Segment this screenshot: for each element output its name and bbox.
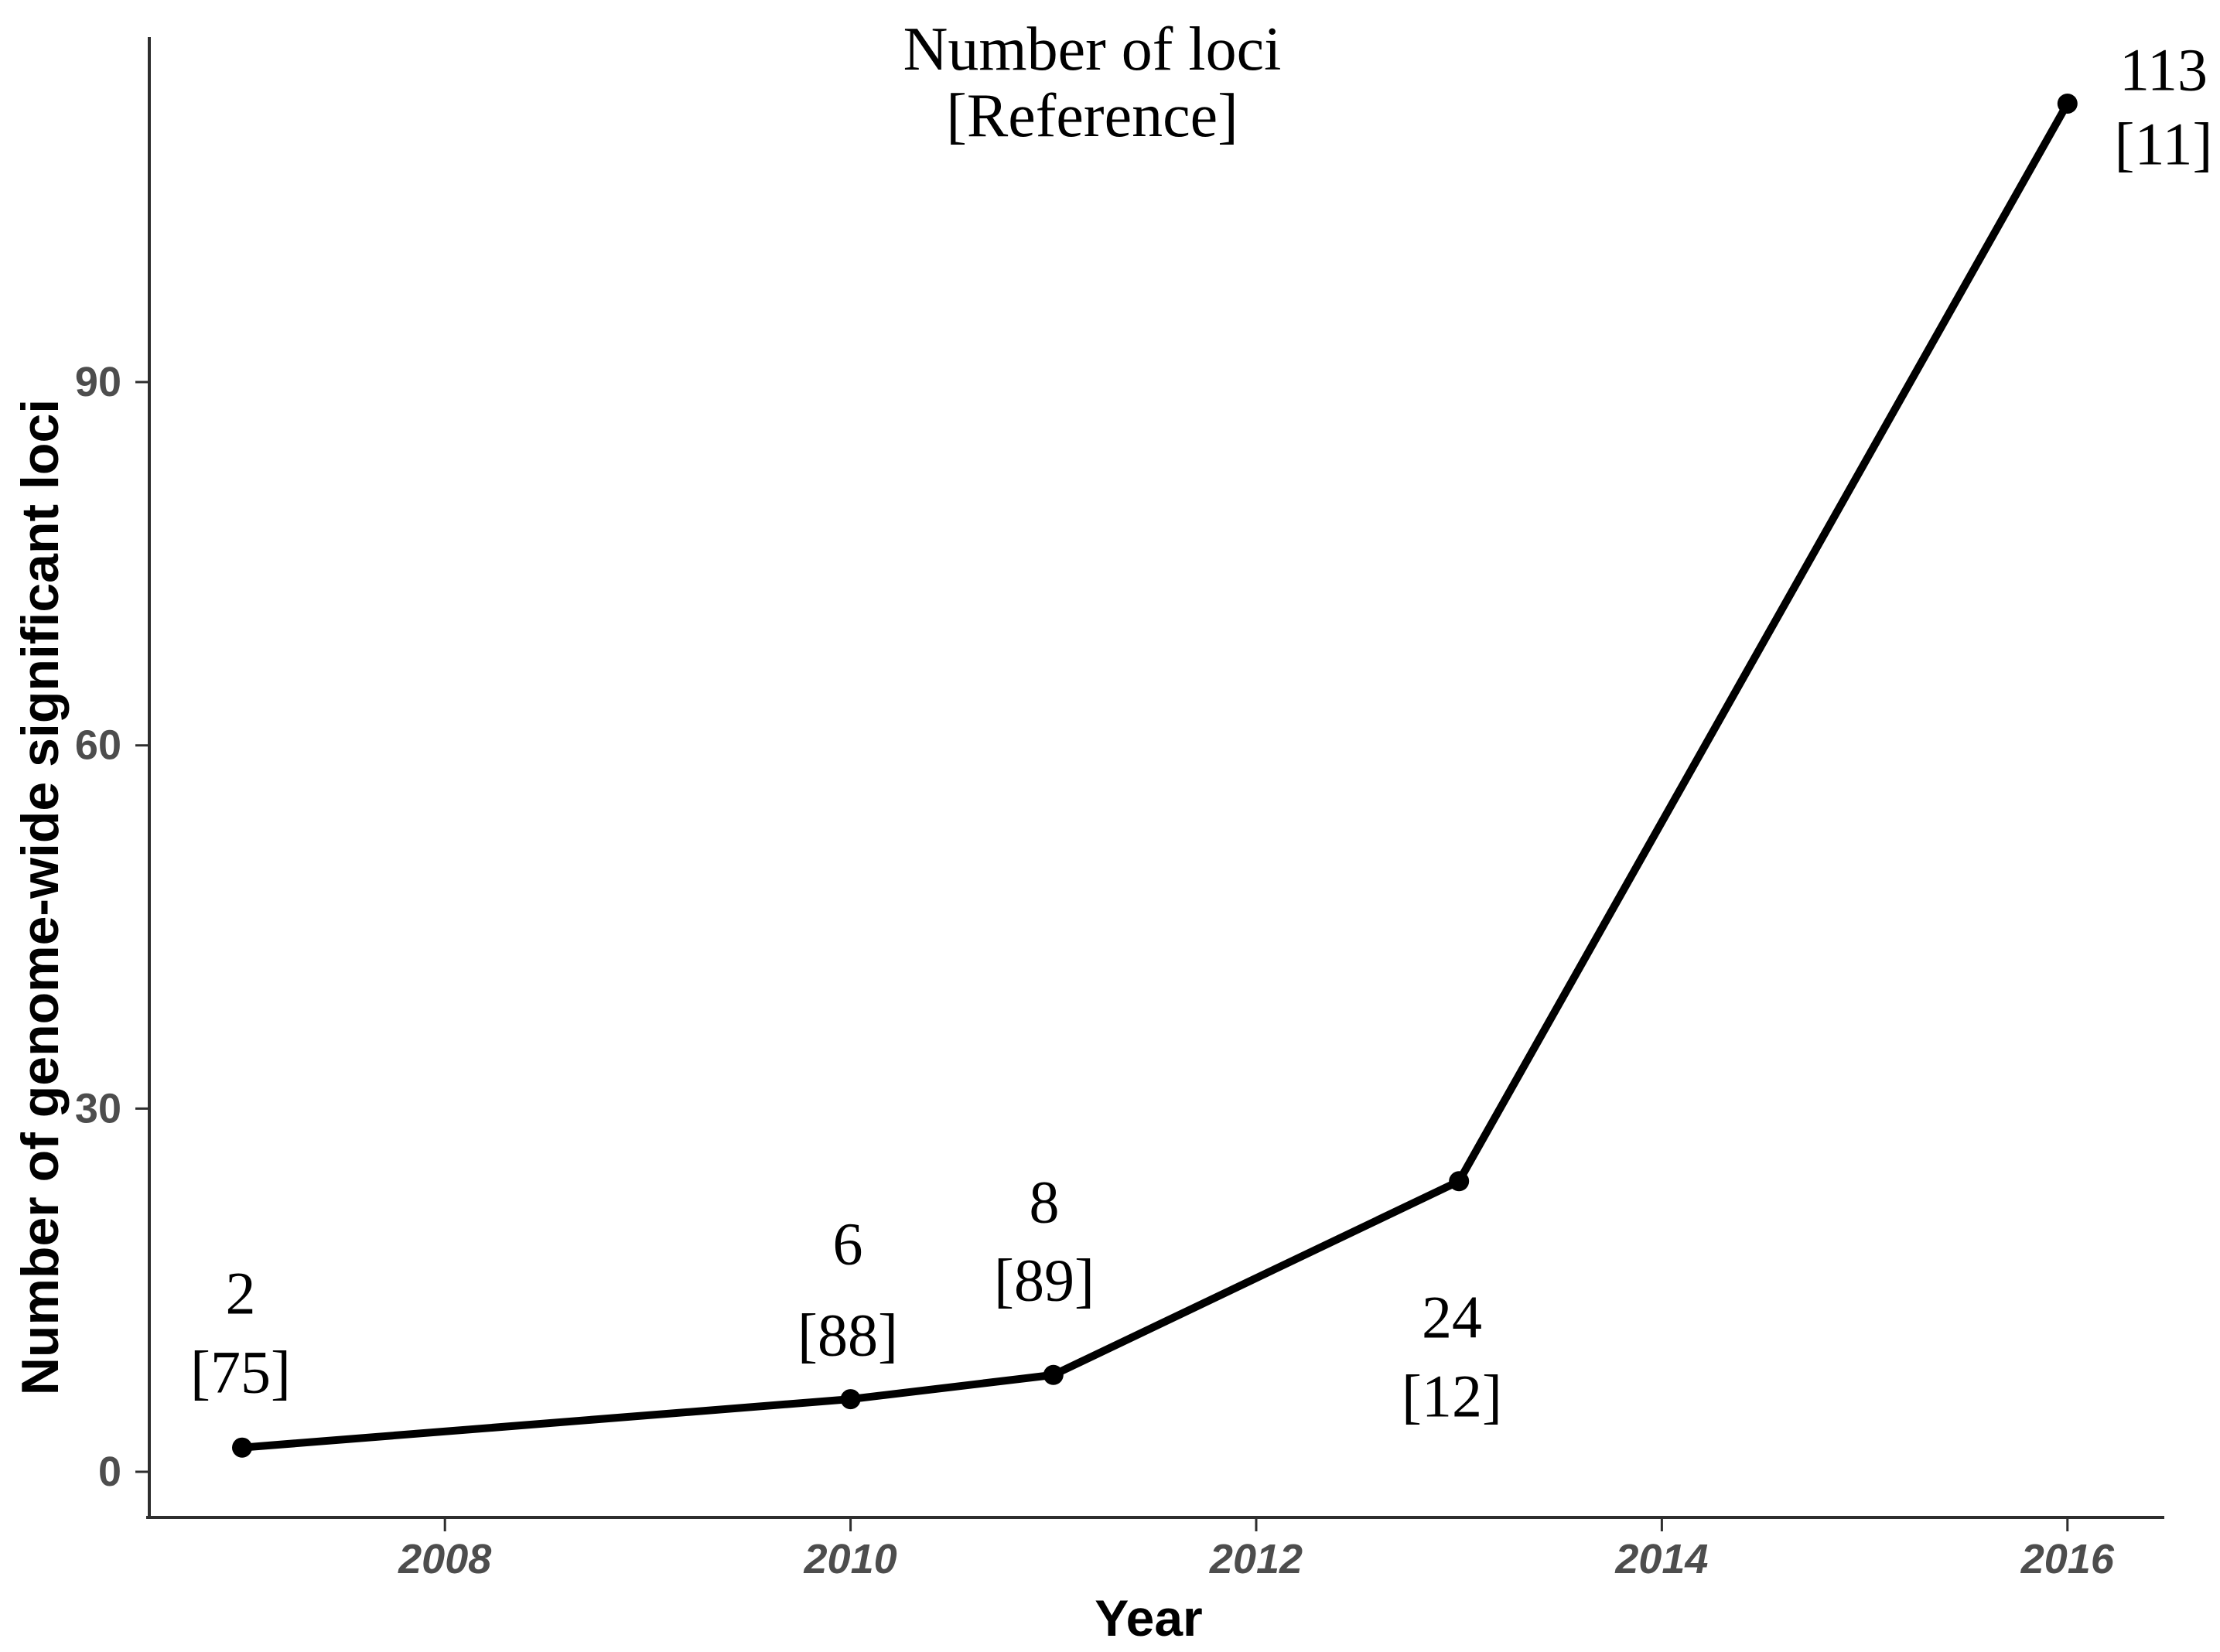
x-tick-label: 2014 <box>1614 1536 1708 1582</box>
point-label-value: 2 <box>226 1260 256 1327</box>
x-axis-ticks: 2008 2010 2012 2014 2016 <box>398 1517 2115 1582</box>
data-point <box>232 1437 252 1458</box>
data-point <box>1449 1171 1470 1192</box>
data-point <box>840 1389 861 1410</box>
y-tick-label: 60 <box>75 722 121 769</box>
point-label-reference: [11] <box>2114 111 2212 178</box>
y-tick-label: 90 <box>75 359 121 405</box>
x-tick-label: 2012 <box>1209 1536 1303 1582</box>
y-tick-label: 30 <box>75 1085 121 1131</box>
point-label-reference: [88] <box>797 1302 898 1369</box>
y-axis-title: Number of genome-wide significant loci <box>11 399 70 1395</box>
point-label-value: 8 <box>1030 1169 1060 1236</box>
y-tick-label: 0 <box>98 1449 121 1495</box>
x-tick-label: 2016 <box>2020 1536 2115 1582</box>
point-label-reference: [75] <box>190 1339 291 1406</box>
x-tick-label: 2008 <box>398 1536 491 1582</box>
point-label-value: 113 <box>2119 36 2208 104</box>
point-label-value: 6 <box>833 1210 863 1278</box>
y-axis-ticks: 0 30 60 90 <box>75 359 149 1495</box>
chart-title-line2: [Reference] <box>946 82 1238 150</box>
point-label-value: 24 <box>1422 1284 1482 1351</box>
point-annotations: 2 [75] 6 [88] 8 [89] 24 [12] 113 [11] <box>190 36 2213 1430</box>
x-axis-title: Year <box>1095 1589 1202 1647</box>
data-line <box>238 99 2071 1452</box>
point-label-reference: [12] <box>1402 1363 1502 1430</box>
data-point <box>1043 1364 1064 1385</box>
x-tick-label: 2010 <box>804 1536 897 1582</box>
chart-title-line1: Number of loci <box>903 15 1282 84</box>
point-label-reference: [89] <box>994 1247 1095 1314</box>
data-point <box>2057 93 2078 114</box>
data-series <box>232 93 2078 1458</box>
